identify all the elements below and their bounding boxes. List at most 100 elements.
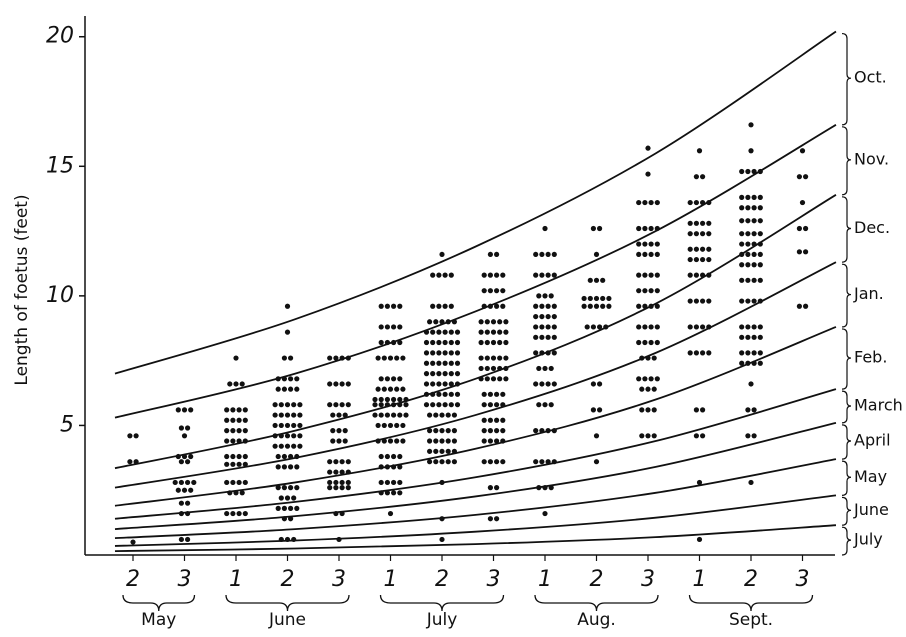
data-dot	[288, 516, 294, 522]
data-dot	[636, 376, 642, 382]
data-dot	[487, 402, 493, 408]
data-dot	[481, 272, 487, 278]
data-dot	[291, 443, 297, 449]
x-tick-label: 1	[693, 567, 707, 592]
data-dot	[490, 376, 497, 382]
data-dot	[639, 355, 645, 361]
data-dot	[448, 402, 454, 408]
data-dot	[700, 256, 706, 263]
data-dot	[430, 391, 436, 397]
data-dot	[706, 298, 712, 304]
data-dot	[636, 251, 642, 258]
data-dot	[288, 355, 294, 361]
data-dot	[593, 251, 600, 258]
data-dot	[503, 355, 509, 361]
data-dot	[751, 194, 757, 200]
data-dot	[481, 303, 487, 309]
data-dot	[687, 298, 693, 304]
data-dot	[345, 485, 351, 491]
curve	[114, 326, 837, 507]
x-tick-label: 3	[796, 567, 810, 592]
data-dot	[606, 295, 612, 302]
data-dot	[336, 536, 342, 543]
data-dot	[445, 438, 451, 444]
data-dot	[436, 391, 442, 397]
data-dot	[288, 464, 294, 470]
data-dot	[372, 402, 378, 408]
data-dot	[339, 402, 345, 408]
data-dot	[597, 324, 603, 330]
data-dot	[548, 293, 554, 299]
data-dot	[487, 272, 493, 278]
data-dot	[278, 443, 284, 449]
data-dot	[288, 485, 294, 491]
data-dot	[284, 536, 291, 543]
data-dot	[693, 324, 700, 330]
data-dot	[378, 303, 384, 309]
data-dot	[648, 251, 654, 258]
data-dot	[487, 391, 493, 397]
data-dot	[757, 262, 763, 268]
data-dot	[745, 231, 751, 237]
group-label: Aug.	[577, 610, 616, 630]
data-dot	[745, 262, 751, 268]
data-dot	[551, 324, 557, 330]
data-dot	[757, 360, 763, 366]
data-dot	[500, 288, 506, 294]
data-dot	[384, 303, 390, 309]
data-dot	[494, 391, 500, 397]
data-dot	[542, 402, 548, 408]
data-dot	[439, 448, 445, 454]
data-dot	[648, 272, 654, 278]
data-dot	[597, 381, 603, 387]
data-dot	[533, 272, 539, 278]
data-dot	[397, 339, 403, 346]
data-dot	[451, 459, 457, 465]
data-dot	[606, 303, 612, 309]
data-dot	[481, 438, 487, 444]
data-dot	[654, 225, 660, 232]
data-dot	[700, 298, 706, 304]
x-tick-label: 2	[281, 567, 295, 592]
data-dot	[636, 272, 642, 278]
data-dot	[242, 479, 248, 486]
data-dot	[590, 381, 597, 387]
data-dot	[757, 251, 763, 258]
data-dot	[242, 438, 248, 444]
data-dot	[442, 350, 448, 356]
data-dot	[494, 303, 500, 309]
data-dot	[394, 438, 400, 444]
data-dot	[451, 319, 457, 325]
curve	[114, 421, 837, 530]
data-dot	[233, 381, 239, 387]
data-dot	[436, 381, 442, 387]
month-brace	[841, 32, 852, 126]
data-dot	[693, 407, 700, 413]
data-dot	[454, 339, 461, 346]
data-dot	[236, 438, 242, 444]
data-dot	[487, 428, 493, 434]
curve	[114, 524, 837, 553]
data-dot	[600, 277, 606, 283]
data-dot	[700, 199, 706, 206]
data-dot	[739, 324, 745, 330]
data-dot	[687, 231, 693, 237]
data-dot	[757, 350, 763, 356]
data-dot	[339, 381, 345, 387]
data-dot	[700, 231, 706, 237]
month-brace	[841, 328, 852, 390]
group-brace	[688, 594, 814, 612]
data-dot	[642, 339, 648, 346]
data-dot	[387, 355, 394, 361]
data-dot	[478, 339, 484, 346]
data-dot	[751, 251, 757, 258]
data-dot	[224, 510, 230, 517]
data-dot	[545, 251, 551, 258]
data-dot	[533, 324, 539, 330]
data-dot	[427, 412, 433, 418]
data-dot	[291, 536, 297, 543]
data-dot	[454, 391, 461, 397]
data-dot	[551, 272, 557, 278]
data-dot	[423, 360, 430, 366]
data-dot	[391, 402, 397, 408]
